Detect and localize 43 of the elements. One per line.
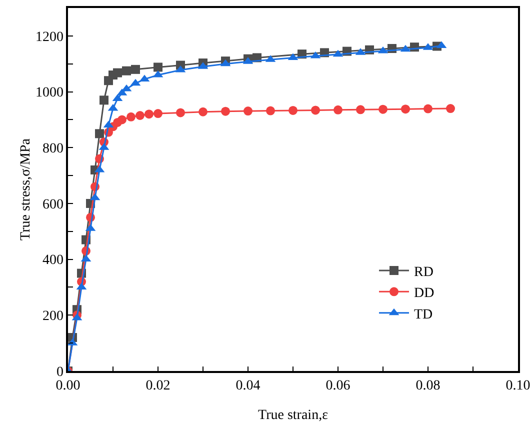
point	[144, 110, 154, 119]
y-tick-label: 1000	[35, 86, 64, 101]
point	[113, 68, 122, 78]
legend-label: TD	[414, 307, 433, 322]
point	[136, 111, 144, 120]
y-tick-label: 0	[56, 364, 64, 380]
y-tick-label: 200	[42, 309, 64, 324]
point	[131, 64, 140, 74]
y-tick-label: 400	[42, 253, 64, 268]
x-tick-label: 0.00	[56, 378, 80, 394]
x-tick-label: 0.06	[326, 378, 350, 394]
point	[68, 338, 78, 346]
point	[378, 104, 388, 114]
point	[288, 106, 298, 115]
point	[424, 104, 432, 114]
x-tick-label: 0.04	[236, 378, 260, 394]
x-tick-label: 0.08	[416, 378, 440, 394]
point	[176, 108, 185, 118]
y-tick-label: 1200	[35, 30, 64, 45]
x-tick-label: 0.10	[506, 378, 530, 394]
point	[154, 62, 162, 72]
point	[198, 107, 208, 116]
y-tick-label: 600	[42, 197, 64, 212]
point	[118, 115, 126, 124]
y-tick-label: 800	[42, 142, 64, 157]
x-axis-title: True strain,ε	[258, 408, 328, 423]
y-axis-title: True stress,σ/MPa	[18, 138, 34, 240]
point	[126, 112, 136, 122]
point	[266, 106, 275, 116]
point	[401, 104, 410, 114]
legend-label: DD	[414, 286, 434, 302]
x-tick-label: 0.02	[146, 378, 170, 394]
point	[356, 105, 365, 114]
point	[95, 129, 104, 138]
point	[311, 106, 320, 115]
point	[221, 106, 230, 116]
point	[122, 66, 131, 76]
point	[154, 109, 162, 118]
point	[100, 96, 108, 105]
legend-label: RD	[414, 264, 434, 280]
point	[244, 106, 252, 116]
point	[334, 105, 342, 114]
point	[446, 104, 455, 114]
